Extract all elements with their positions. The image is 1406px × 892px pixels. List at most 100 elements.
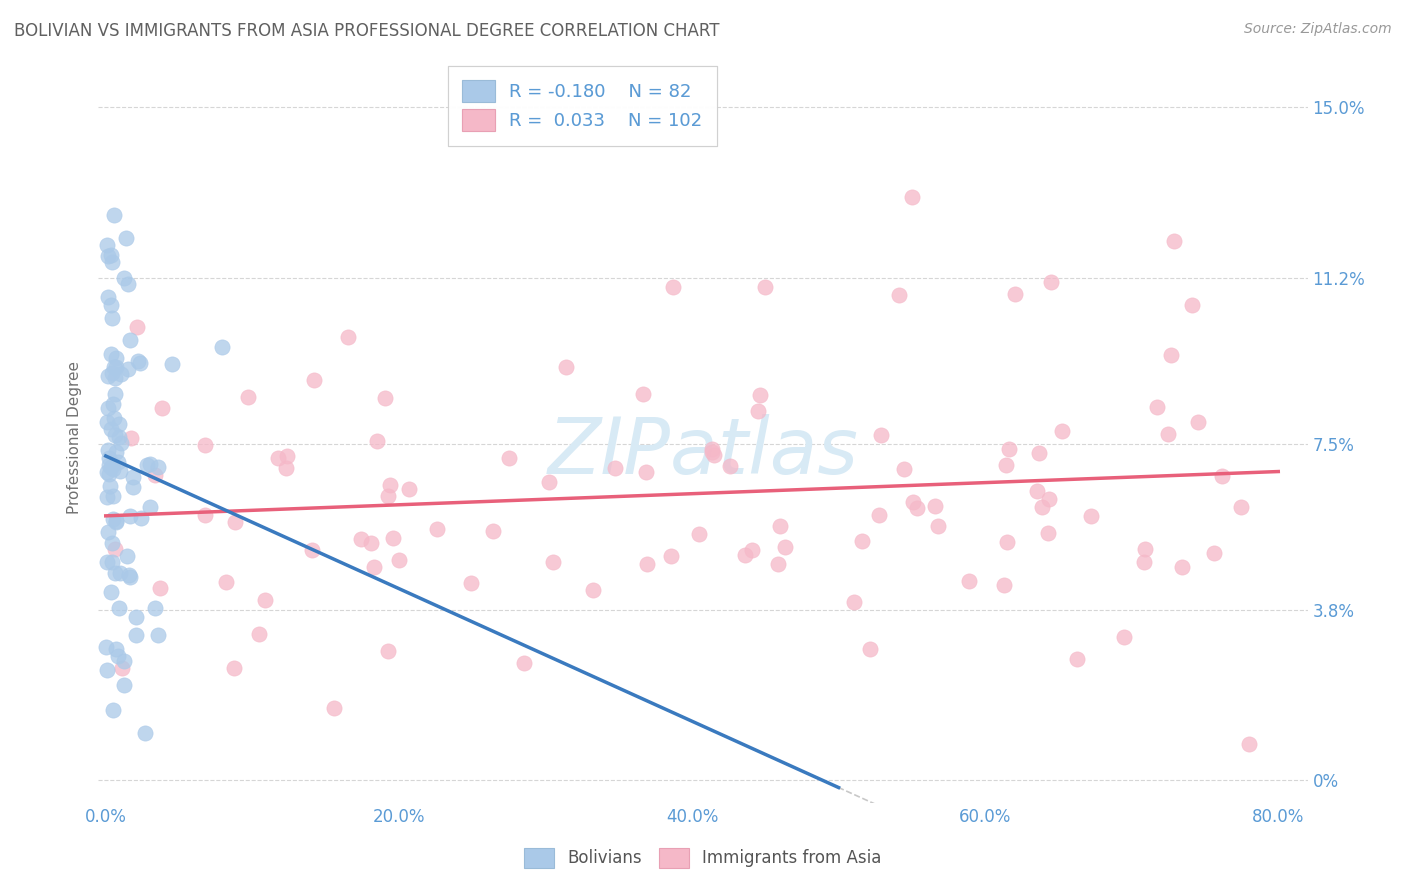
Point bbox=[1157, 427, 1180, 442]
Point bbox=[104, 371, 127, 385]
Point bbox=[851, 533, 873, 548]
Point bbox=[117, 362, 139, 376]
Point bbox=[893, 461, 915, 475]
Point bbox=[143, 601, 166, 615]
Point bbox=[537, 475, 560, 489]
Point bbox=[101, 489, 124, 503]
Point bbox=[1040, 276, 1063, 290]
Point bbox=[350, 532, 373, 546]
Point bbox=[97, 467, 120, 482]
Point bbox=[718, 458, 741, 473]
Point bbox=[103, 208, 125, 222]
Point bbox=[1181, 298, 1204, 312]
Point bbox=[1146, 401, 1168, 415]
Point bbox=[363, 560, 385, 574]
Point bbox=[125, 320, 148, 334]
Point bbox=[1080, 508, 1102, 523]
Point bbox=[631, 386, 654, 401]
Point bbox=[903, 494, 925, 508]
Point bbox=[194, 508, 217, 523]
Point bbox=[301, 542, 323, 557]
Point bbox=[194, 438, 217, 452]
Point bbox=[927, 518, 949, 533]
Point bbox=[603, 461, 626, 475]
Point bbox=[110, 367, 132, 381]
Point bbox=[513, 656, 536, 670]
Point bbox=[249, 627, 271, 641]
Point bbox=[136, 458, 159, 472]
Point bbox=[111, 660, 134, 674]
Point bbox=[117, 277, 139, 292]
Point bbox=[460, 575, 482, 590]
Point bbox=[998, 442, 1021, 456]
Point bbox=[734, 548, 756, 562]
Point bbox=[381, 531, 404, 545]
Point bbox=[118, 567, 141, 582]
Point bbox=[101, 310, 124, 325]
Point bbox=[398, 482, 420, 496]
Point bbox=[108, 566, 131, 580]
Point bbox=[96, 663, 118, 677]
Point bbox=[1050, 424, 1073, 438]
Point bbox=[97, 401, 120, 416]
Point bbox=[360, 536, 382, 550]
Point bbox=[215, 575, 238, 590]
Point bbox=[105, 351, 128, 365]
Point bbox=[97, 368, 120, 383]
Point bbox=[842, 594, 865, 608]
Point bbox=[224, 661, 246, 675]
Point bbox=[150, 401, 173, 415]
Point bbox=[636, 558, 658, 572]
Point bbox=[125, 628, 148, 642]
Point bbox=[105, 515, 128, 529]
Point bbox=[101, 255, 124, 269]
Point bbox=[995, 458, 1018, 472]
Point bbox=[110, 436, 132, 450]
Point bbox=[1204, 546, 1226, 560]
Point bbox=[766, 557, 789, 571]
Point bbox=[555, 360, 578, 375]
Point bbox=[769, 519, 792, 533]
Point bbox=[1160, 348, 1182, 362]
Legend: Bolivians, Immigrants from Asia: Bolivians, Immigrants from Asia bbox=[517, 841, 889, 875]
Point bbox=[108, 417, 131, 431]
Point bbox=[98, 450, 121, 465]
Point bbox=[1230, 500, 1253, 514]
Point bbox=[700, 442, 723, 456]
Point bbox=[541, 555, 564, 569]
Point bbox=[134, 726, 156, 740]
Point bbox=[901, 190, 924, 204]
Point bbox=[96, 465, 118, 479]
Point bbox=[118, 570, 141, 584]
Point bbox=[96, 415, 118, 429]
Point bbox=[105, 641, 128, 656]
Point bbox=[870, 427, 893, 442]
Point bbox=[129, 356, 152, 370]
Point bbox=[1031, 500, 1053, 514]
Point bbox=[104, 514, 127, 528]
Point bbox=[302, 374, 325, 388]
Point bbox=[1132, 555, 1154, 569]
Point bbox=[754, 279, 776, 293]
Point bbox=[112, 654, 135, 668]
Point bbox=[96, 490, 118, 504]
Point bbox=[498, 450, 520, 465]
Point bbox=[374, 392, 396, 406]
Point bbox=[121, 470, 143, 484]
Point bbox=[747, 403, 769, 417]
Point bbox=[96, 238, 118, 252]
Point bbox=[101, 555, 124, 569]
Point bbox=[124, 610, 146, 624]
Point bbox=[97, 443, 120, 458]
Point bbox=[107, 455, 129, 469]
Point bbox=[224, 515, 246, 529]
Point bbox=[267, 450, 290, 465]
Point bbox=[1026, 483, 1049, 498]
Point bbox=[773, 541, 796, 555]
Point bbox=[749, 388, 772, 402]
Point bbox=[1114, 630, 1136, 644]
Point bbox=[100, 585, 122, 599]
Point bbox=[377, 644, 399, 658]
Point bbox=[105, 445, 128, 459]
Point bbox=[993, 578, 1015, 592]
